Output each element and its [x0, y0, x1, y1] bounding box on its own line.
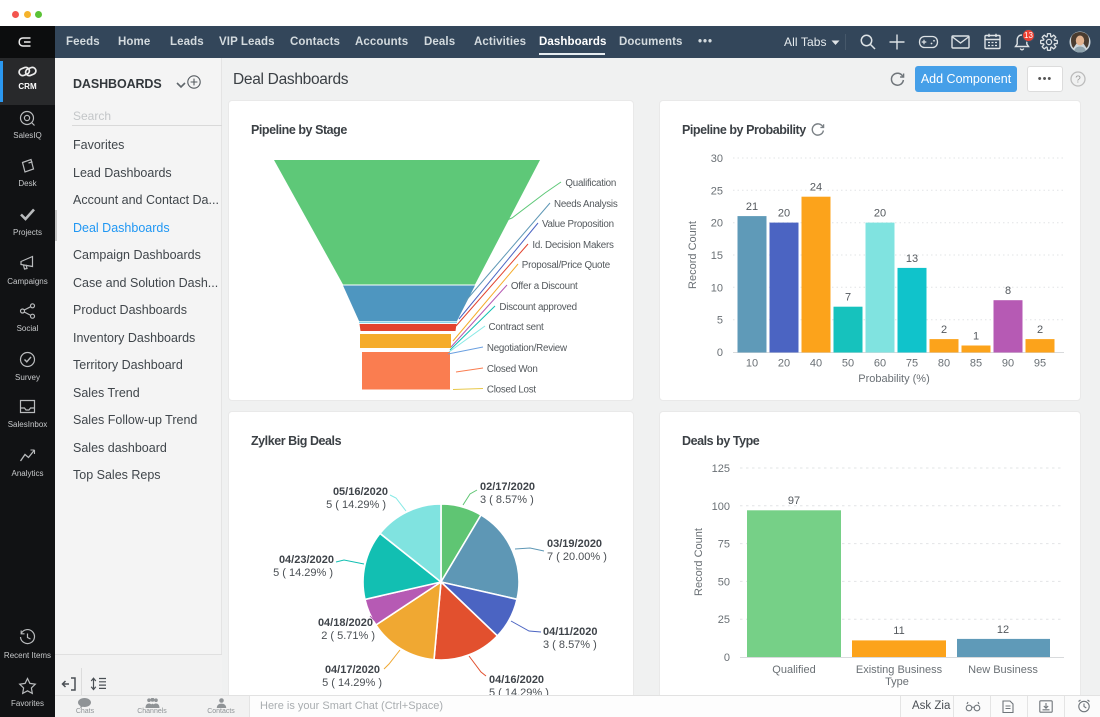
- svg-text:100: 100: [712, 501, 730, 513]
- svg-text:80: 80: [938, 358, 950, 370]
- svg-text:3 ( 8.57% ): 3 ( 8.57% ): [543, 639, 597, 651]
- svg-text:04/17/2020: 04/17/2020: [325, 664, 380, 676]
- svg-text:90: 90: [1002, 358, 1014, 370]
- svg-text:Discount approved: Discount approved: [499, 302, 576, 313]
- svg-text:50: 50: [842, 358, 854, 370]
- svg-text:25: 25: [718, 614, 730, 626]
- svg-text:8: 8: [1005, 285, 1011, 297]
- svg-text:15: 15: [711, 250, 723, 262]
- svg-text:10: 10: [711, 282, 723, 294]
- svg-text:11: 11: [893, 625, 904, 637]
- svg-text:40: 40: [810, 358, 822, 370]
- svg-text:5: 5: [717, 315, 723, 327]
- svg-text:Record Count: Record Count: [693, 528, 705, 596]
- svg-text:Existing Business: Existing Business: [856, 664, 943, 676]
- svg-text:Qualified: Qualified: [772, 664, 815, 676]
- svg-text:20: 20: [874, 208, 886, 220]
- svg-text:Probability (%): Probability (%): [858, 373, 930, 385]
- svg-text:75: 75: [906, 358, 918, 370]
- svg-text:Proposal/Price Quote: Proposal/Price Quote: [522, 260, 611, 271]
- svg-text:7 ( 20.00% ): 7 ( 20.00% ): [547, 551, 607, 563]
- svg-text:04/18/2020: 04/18/2020: [318, 617, 373, 629]
- svg-text:21: 21: [746, 201, 758, 213]
- svg-text:60: 60: [874, 358, 886, 370]
- svg-text:20: 20: [778, 208, 790, 220]
- svg-text:13: 13: [906, 253, 918, 265]
- svg-text:Needs Analysis: Needs Analysis: [554, 199, 618, 210]
- svg-text:2: 2: [941, 324, 947, 336]
- svg-text:2 ( 5.71% ): 2 ( 5.71% ): [321, 630, 375, 642]
- svg-text:Record Count: Record Count: [687, 221, 699, 289]
- svg-text:97: 97: [788, 495, 800, 507]
- svg-text:Closed Lost: Closed Lost: [487, 385, 537, 396]
- svg-text:25: 25: [711, 185, 723, 197]
- svg-text:95: 95: [1034, 358, 1046, 370]
- svg-text:?: ?: [1075, 75, 1081, 86]
- svg-text:Value Proposition: Value Proposition: [542, 219, 614, 230]
- svg-text:Closed Won: Closed Won: [487, 364, 538, 375]
- svg-text:Qualification: Qualification: [565, 178, 616, 189]
- svg-text:04/11/2020: 04/11/2020: [543, 626, 597, 638]
- svg-text:50: 50: [718, 576, 730, 588]
- svg-text:24: 24: [810, 182, 822, 194]
- svg-text:04/16/2020: 04/16/2020: [489, 674, 544, 686]
- svg-text:10: 10: [746, 358, 758, 370]
- svg-text:03/19/2020: 03/19/2020: [547, 538, 602, 550]
- svg-text:0: 0: [717, 347, 723, 359]
- svg-text:04/23/2020: 04/23/2020: [279, 554, 334, 566]
- svg-text:New Business: New Business: [968, 664, 1038, 676]
- svg-text:2: 2: [1037, 324, 1043, 336]
- svg-text:Offer a Discount: Offer a Discount: [511, 281, 578, 292]
- svg-text:20: 20: [711, 218, 723, 230]
- svg-text:Id. Decision Makers: Id. Decision Makers: [532, 240, 614, 251]
- svg-text:30: 30: [711, 153, 723, 165]
- svg-text:3 ( 8.57% ): 3 ( 8.57% ): [480, 494, 534, 506]
- svg-text:12: 12: [997, 624, 1009, 636]
- svg-text:02/17/2020: 02/17/2020: [480, 481, 535, 493]
- svg-text:5 ( 14.29% ): 5 ( 14.29% ): [273, 567, 333, 579]
- svg-text:05/16/2020: 05/16/2020: [333, 486, 388, 498]
- svg-text:Type: Type: [885, 676, 909, 688]
- svg-text:Contract sent: Contract sent: [489, 322, 545, 333]
- svg-text:85: 85: [970, 358, 982, 370]
- svg-text:75: 75: [718, 539, 730, 551]
- svg-text:Negotiation/Review: Negotiation/Review: [487, 343, 568, 354]
- svg-text:125: 125: [712, 463, 730, 475]
- svg-text:0: 0: [724, 652, 730, 664]
- svg-text:20: 20: [778, 358, 790, 370]
- svg-text:5 ( 14.29% ): 5 ( 14.29% ): [322, 677, 382, 689]
- svg-text:1: 1: [973, 331, 979, 343]
- svg-text:7: 7: [845, 292, 851, 304]
- svg-text:5 ( 14.29% ): 5 ( 14.29% ): [326, 499, 386, 511]
